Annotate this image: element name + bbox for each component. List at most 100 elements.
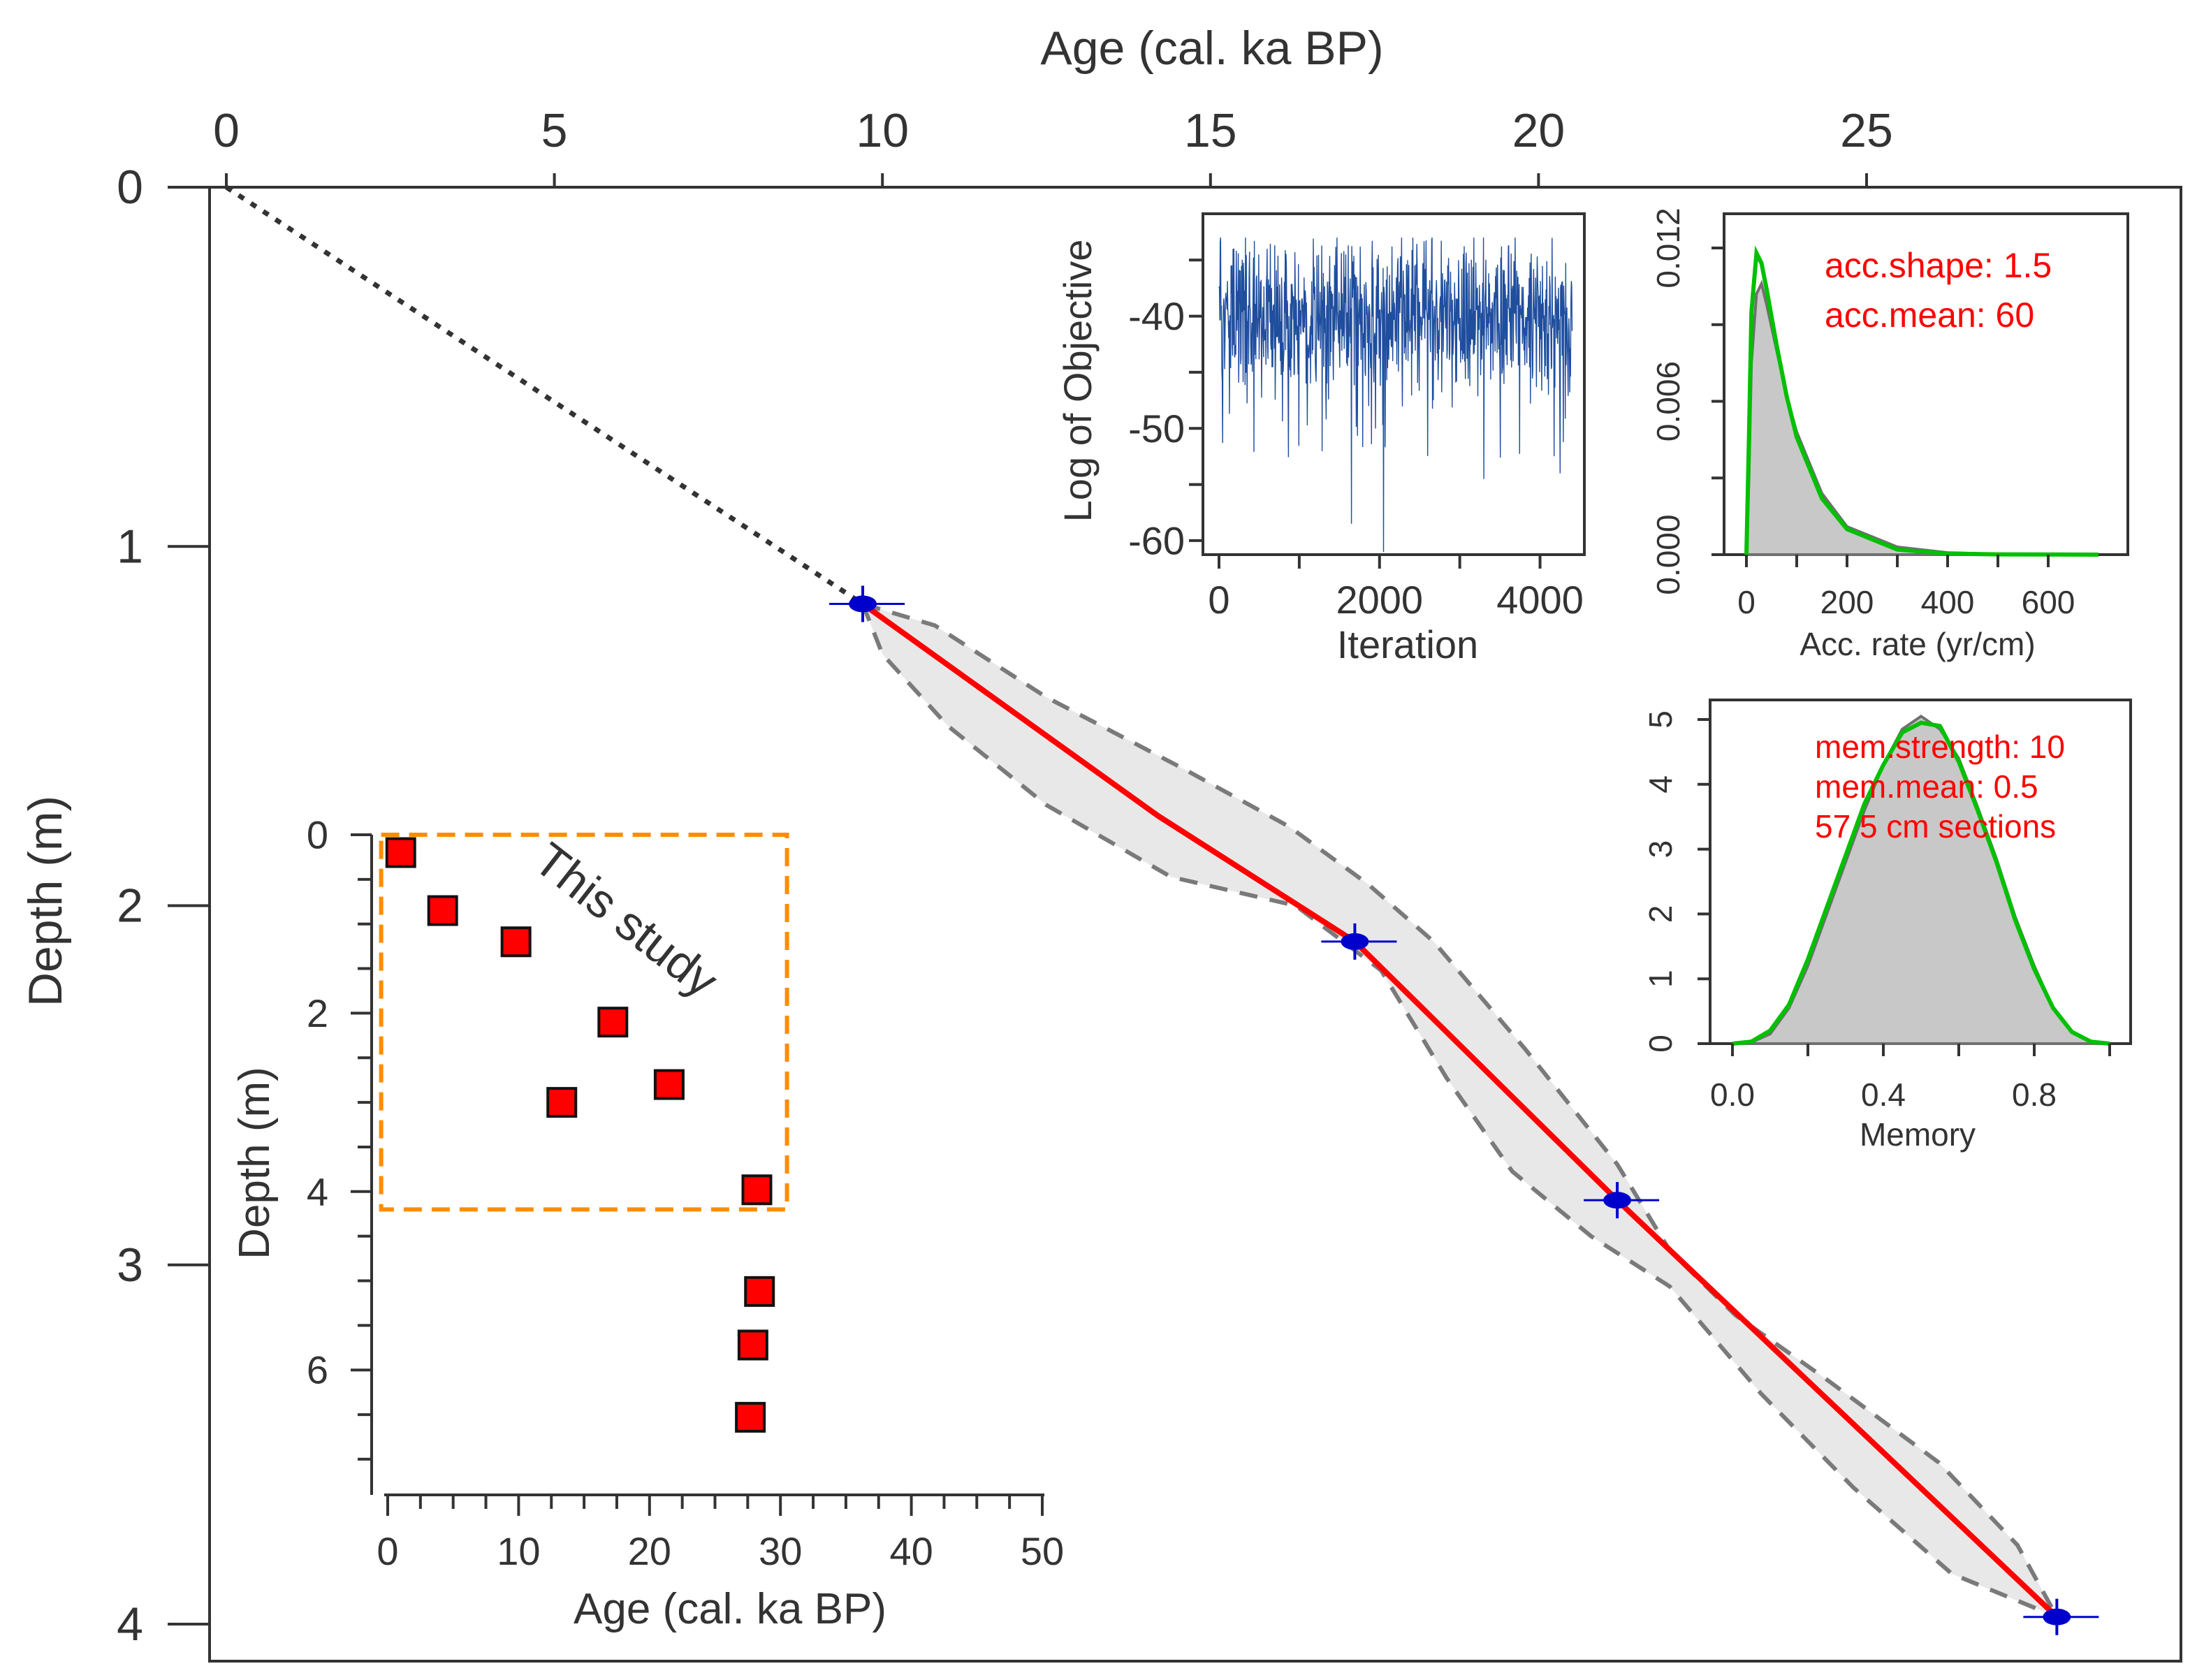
- memory-prior-curve: [1732, 720, 2110, 1046]
- y-tick-label: -50: [1128, 407, 1185, 451]
- x-tick-label: 30: [759, 1529, 802, 1573]
- memory-y-axis: 0 1 2 3 4 5: [1642, 710, 1710, 1053]
- extrapolation-line: [225, 185, 864, 606]
- y-tick-label: 0.006: [1650, 361, 1686, 441]
- memory-x-axis-label: Memory: [1860, 1116, 1976, 1153]
- dated-sample-marker: [500, 926, 532, 958]
- upper-confidence-bound: [862, 601, 2059, 1619]
- x-tick-label: 4000: [1496, 578, 1584, 622]
- calibrated-date: [2023, 1598, 2099, 1635]
- y-tick-label: 0: [1642, 1035, 1679, 1053]
- x-tick-label: 5: [541, 104, 568, 157]
- acc-mean-annotation: acc.mean: 60: [1825, 295, 2034, 335]
- acc-rate-y-axis: 0.000 0.006 0.012: [1650, 207, 1724, 595]
- y-tick-label: 4: [117, 1598, 143, 1651]
- trace-plot-frame: [1202, 212, 1586, 556]
- trace-line: [1218, 237, 1573, 553]
- dated-sample-marker: [597, 1007, 629, 1038]
- x-tick-label: 0.4: [1861, 1076, 1906, 1113]
- main-y-axis: 0 1 2 3 4: [117, 161, 210, 1651]
- lower-confidence-bound: [861, 603, 2058, 1619]
- x-tick-label: 10: [497, 1529, 540, 1573]
- samples-x-axis-label: Age (cal. ka BP): [574, 1585, 886, 1633]
- dated-sample-marker: [737, 1329, 768, 1361]
- x-tick-label: 25: [1840, 104, 1893, 157]
- trace-x-axis-label: Iteration: [1337, 622, 1478, 666]
- x-tick-label: 600: [2022, 584, 2075, 620]
- calibrated-dates: [829, 585, 2099, 1635]
- x-tick-label: 40: [889, 1529, 933, 1573]
- main-y-axis-label: Depth (m): [19, 796, 72, 1007]
- acc-rate-x-axis: 0 200 400 600: [1737, 555, 2075, 620]
- y-tick-label: 4: [1642, 775, 1679, 794]
- y-tick-label: -40: [1128, 294, 1185, 338]
- x-tick-label: 10: [856, 104, 909, 157]
- y-tick-label: 6: [307, 1348, 328, 1392]
- model-uncertainty-envelope: [863, 604, 2057, 1617]
- calibrated-date: [829, 585, 905, 622]
- acc-rate-inset: 0 200 400 600 0.000 0.006 0.012 Acc. rate (yr…: [1650, 207, 2129, 662]
- y-tick-label: 1: [117, 520, 143, 573]
- x-tick-label: 0.0: [1710, 1076, 1755, 1113]
- dated-sample-marker: [744, 1276, 775, 1307]
- y-tick-label: -60: [1128, 518, 1185, 562]
- calibrated-date: [1584, 1182, 1660, 1219]
- x-tick-label: 50: [1021, 1529, 1064, 1573]
- trace-x-axis: 0 2000 4000: [1208, 555, 1584, 622]
- y-tick-label: 1: [1642, 970, 1679, 988]
- acc-rate-x-axis-label: Acc. rate (yr/cm): [1800, 626, 2035, 662]
- y-tick-label: 0.000: [1650, 514, 1686, 594]
- x-tick-label: 200: [1820, 584, 1874, 620]
- this-study-box: [379, 833, 789, 1212]
- mem-strength-annotation: mem.strength: 10: [1815, 729, 2065, 765]
- memory-inset: 0.0 0.4 0.8 0 1 2 3 4 5 Memory mem.strength: 10…: [1642, 699, 2132, 1153]
- this-study-label: This study: [525, 833, 728, 1008]
- dated-sample-marker: [385, 837, 416, 868]
- y-tick-label: 2: [117, 879, 143, 933]
- y-tick-label: 0.012: [1650, 207, 1686, 288]
- x-tick-label: 0: [1208, 578, 1229, 622]
- y-tick-label: 0: [307, 813, 328, 857]
- trace-inset: 0 2000 4000 -40 -50 -60 Iteration Log of Obj…: [1056, 212, 1586, 666]
- x-tick-label: 20: [1512, 104, 1565, 157]
- main-x-axis: 0 5 10 15 20 25: [213, 104, 1893, 187]
- x-tick-label: 2000: [1336, 578, 1423, 622]
- samples-x-axis: 0 10 20 30 40 50: [377, 1495, 1064, 1573]
- x-tick-label: 0: [377, 1529, 398, 1573]
- y-tick-label: 2: [1642, 905, 1679, 923]
- calibrated-date: [1321, 923, 1397, 960]
- mem-mean-annotation: mem.mean: 0.5: [1815, 768, 2038, 805]
- dated-sample-marker: [735, 1401, 766, 1433]
- acc-shape-annotation: acc.shape: 1.5: [1825, 246, 2052, 285]
- x-tick-label: 400: [1921, 584, 1975, 620]
- x-tick-label: 0: [1737, 584, 1756, 620]
- dated-sample-marker: [741, 1174, 773, 1206]
- y-tick-label: 3: [117, 1239, 143, 1292]
- x-tick-label: 0: [213, 104, 240, 157]
- main-plot-frame: [208, 186, 2182, 1663]
- y-tick-label: 4: [307, 1169, 328, 1213]
- trace-y-axis: -40 -50 -60: [1128, 258, 1203, 562]
- x-tick-label: 15: [1184, 104, 1237, 157]
- y-tick-label: 0: [117, 161, 143, 214]
- y-tick-label: 5: [1642, 710, 1679, 729]
- dated-sample-marker: [546, 1087, 578, 1118]
- samples-y-axis: 0 2 4 6: [307, 813, 372, 1461]
- x-tick-label: 20: [628, 1529, 671, 1573]
- x-tick-label: 0.8: [2012, 1076, 2057, 1113]
- dated-sample-marker: [427, 895, 458, 926]
- sections-annotation: 57 5 cm sections: [1815, 808, 2056, 845]
- main-x-axis-label: Age (cal. ka BP): [1040, 22, 1383, 75]
- dated-samples: [385, 837, 775, 1433]
- samples-y-axis-label: Depth (m): [231, 1067, 279, 1259]
- memory-x-axis: 0.0 0.4 0.8: [1710, 1044, 2111, 1113]
- dated-sample-marker: [653, 1069, 685, 1100]
- y-tick-label: 3: [1642, 840, 1679, 859]
- y-tick-label: 2: [307, 991, 328, 1035]
- samples-inset: 0 10 20 30 40 50 0 2 4 6 Age (cal. ka BP) Depth …: [231, 813, 1064, 1634]
- acc-rate-prior-curve: [1744, 245, 2099, 557]
- memory-posterior-area: [1732, 714, 2110, 1045]
- trace-y-axis-label: Log of Objective: [1056, 240, 1100, 523]
